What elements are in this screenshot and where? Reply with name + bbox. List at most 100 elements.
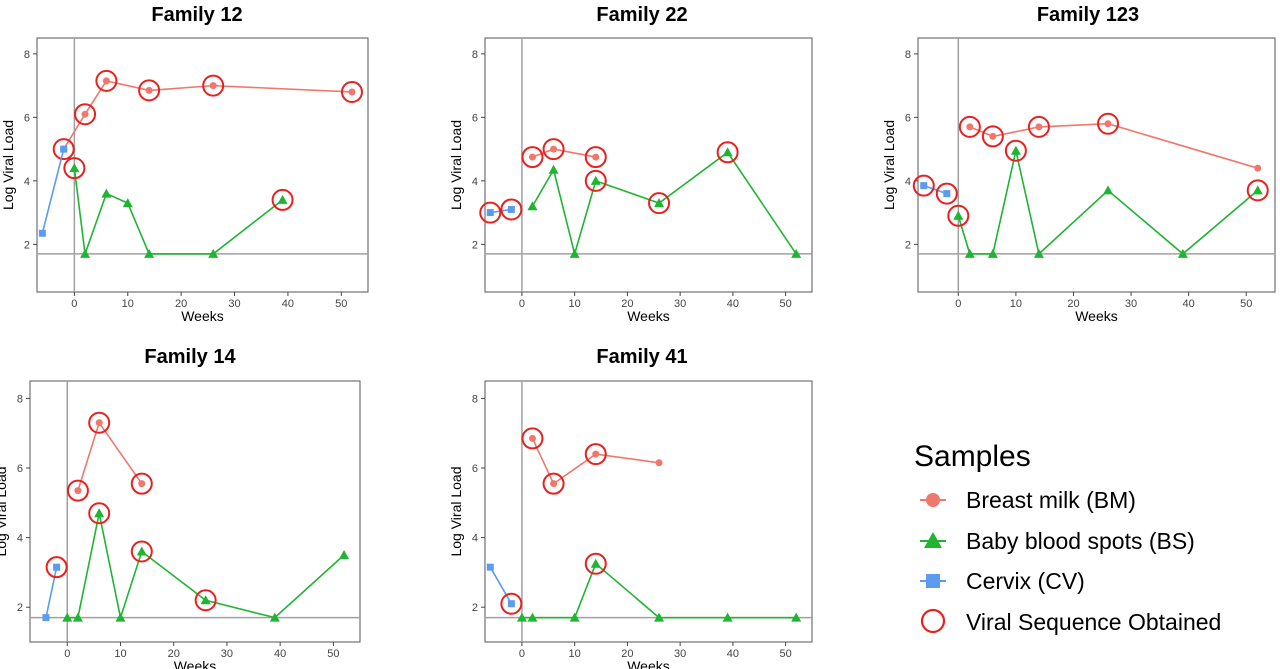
breast-milk-point [1035,123,1043,131]
viral-sequence-marker [1027,115,1050,138]
series-bm [52,69,363,161]
x-tick-label: 0 [64,648,70,660]
viral-sequence-marker [648,192,671,215]
baby-blood-spot-point [136,546,147,556]
x-tick-label: 30 [228,298,240,310]
y-tick-label: 6 [905,112,911,124]
y-tick-label: 8 [905,49,911,61]
cervix-point [943,190,951,198]
baby-blood-spot-point [1177,248,1188,258]
y-tick-label: 8 [472,49,478,61]
series-line-bm [531,438,660,485]
legend: Samples Breast milk (BM) Baby blood spot… [914,440,1221,635]
viral-sequence-marker [958,115,981,138]
x-axis-label: Weeks [1075,308,1118,324]
x-axis-label: Weeks [174,658,217,669]
viral-sequence-marker [95,69,118,92]
x-tick-label: 50 [1240,298,1252,310]
viral-sequence-marker [500,198,523,221]
viral-sequence-marker [912,174,935,197]
x-tick-label: 10 [114,648,126,660]
legend-seq-label: Viral Sequence Obtained [966,609,1221,635]
baby-blood-spot-point [80,248,91,258]
viral-sequence-marker [202,74,225,97]
x-tick-label: 20 [621,298,633,310]
series-bs [527,141,802,258]
baby-blood-spot-point [527,612,538,622]
legend-title: Samples [914,440,1031,473]
cervix-point [42,614,50,622]
cervix-point [38,229,46,237]
breast-milk-point [528,153,536,161]
viral-sequence-marker [1097,112,1120,135]
viral-sequence-marker [138,79,161,102]
x-tick-label: 10 [122,298,134,310]
series-bm [958,112,1262,172]
baby-blood-spot-point [791,612,802,622]
legend-bm-label: Breast milk (BM) [966,487,1136,513]
breast-milk-point [74,487,82,495]
breast-milk-point [102,77,110,85]
panel-title: Family 123 [1037,4,1139,26]
baby-blood-spot-point [964,248,975,258]
viral-sequence-marker [521,427,544,450]
baby-blood-spot-point [548,164,559,174]
x-tick-label: 50 [780,298,792,310]
baby-blood-spot-point [516,612,527,622]
baby-blood-spot-point [62,612,73,622]
y-tick-label: 4 [472,533,478,545]
y-tick-label: 2 [17,602,23,614]
x-tick-label: 30 [1125,298,1137,310]
panel-3: Family 123 0 10 20 30 40 50 2 4 6 8 Weeks Log Viral … [881,4,1276,324]
viral-sequence-marker [716,141,739,164]
panel-frame [484,37,813,293]
panel-frame [917,37,1276,293]
x-tick-label: 20 [1067,298,1079,310]
breast-milk-point [528,434,536,442]
baby-blood-spot-point [94,508,105,518]
baby-blood-spot-point [527,201,538,211]
viral-sequence-marker [479,201,502,224]
series-line-bs [73,168,284,255]
viral-sequence-marker [500,592,523,615]
series-bm [66,411,153,502]
y-tick-label: 8 [17,393,23,405]
baby-blood-spot-point [101,188,112,198]
y-axis-label: Log Viral Load [448,120,464,210]
baby-blood-spot-point [72,612,83,622]
breast-milk-point [138,480,146,488]
y-tick-label: 6 [17,463,23,475]
legend-bs-marker [924,532,942,548]
viral-sequence-marker [1004,139,1027,162]
y-tick-label: 2 [24,239,30,251]
x-tick-label: 30 [674,648,686,660]
x-tick-label: 20 [168,648,180,660]
legend-item-baby-blood-spots: Baby blood spots (BS) [920,528,1195,554]
breast-milk-point [592,450,600,458]
y-tick-label: 4 [472,176,478,188]
series-cv [42,556,68,622]
x-tick-label: 0 [519,298,525,310]
series-bs [63,157,294,258]
baby-blood-spot-point [200,595,211,605]
baby-blood-spot-point [953,210,964,220]
viral-sequence-marker [74,103,97,126]
viral-sequence-marker [584,552,607,575]
series-cv [912,174,958,205]
baby-blood-spot-point [569,612,580,622]
viral-sequence-marker [935,182,958,205]
panel-title: Family 14 [144,346,236,368]
baby-blood-spot-point [69,163,80,173]
series-bm [521,427,663,495]
x-tick-label: 40 [282,298,294,310]
viral-sequence-marker [1246,179,1269,202]
legend-seq-marker [920,608,946,634]
viral-sequence-marker [88,502,111,525]
viral-sequence-marker [130,540,153,563]
x-tick-label: 20 [175,298,187,310]
baby-blood-spot-point [722,147,733,157]
series-cv [38,145,68,237]
cervix-point [507,205,515,213]
series-cv [486,563,523,615]
panel-title: Family 22 [596,4,687,26]
